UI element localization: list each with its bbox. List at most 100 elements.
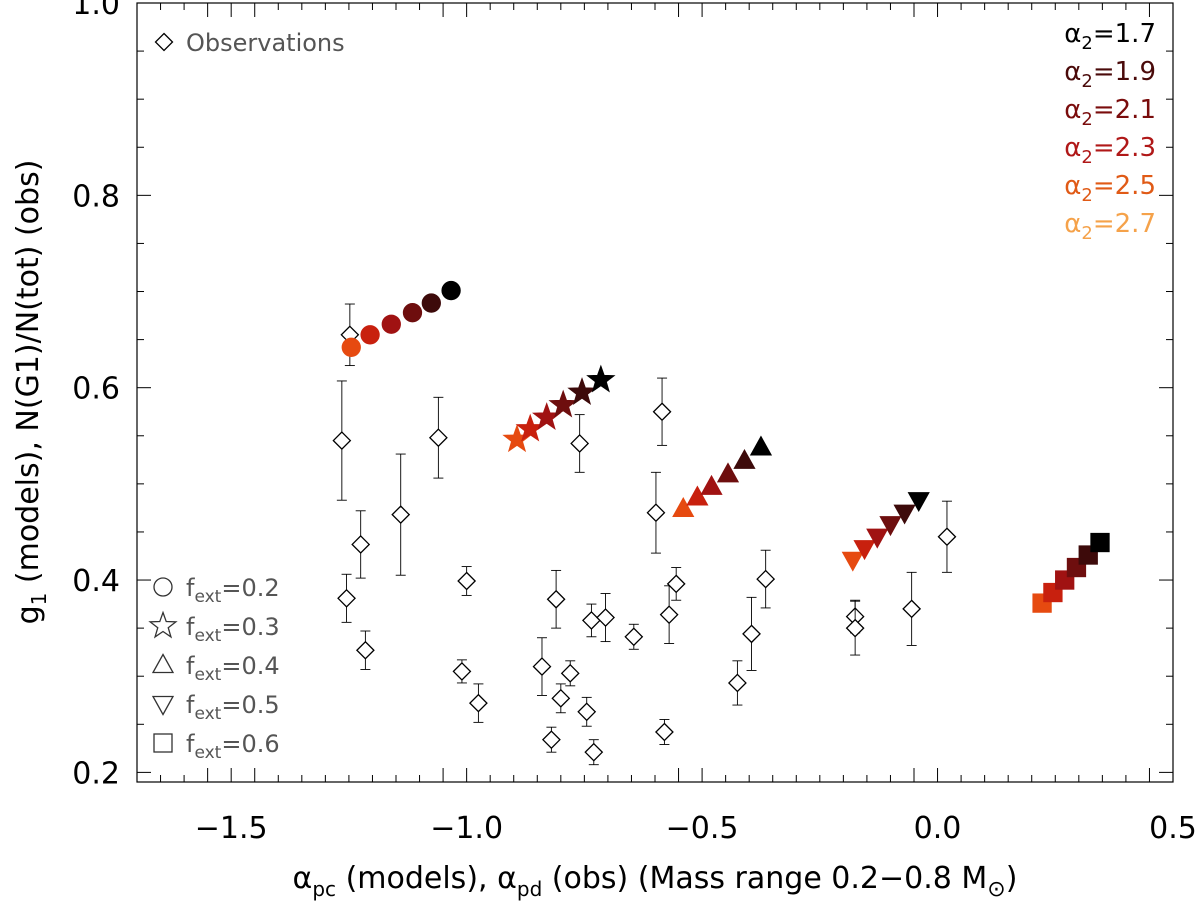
y-tick-label: 1.0: [72, 0, 120, 22]
observation-marker: [845, 618, 865, 638]
observation-point: [596, 593, 615, 643]
observation-point: [546, 569, 566, 629]
fext-legend-label: fext=0.4: [186, 652, 280, 685]
observation-point: [727, 660, 747, 706]
model-point: [360, 325, 380, 345]
model-series-triangle-up: [672, 435, 773, 518]
axis-ticks: [136, 2, 1174, 782]
model-point: [567, 377, 597, 405]
model-series-triangle-down: [841, 492, 930, 572]
observation-marker: [457, 571, 477, 591]
model-point: [749, 435, 773, 456]
model-series-square: [1032, 532, 1110, 613]
observation-marker: [546, 589, 566, 609]
observation-marker: [582, 611, 601, 630]
model-point: [879, 516, 902, 537]
model-point: [672, 497, 695, 518]
model-point: [441, 280, 461, 301]
observation-marker: [452, 661, 472, 681]
observation-point: [391, 453, 411, 576]
fext-legend-label: fext=0.3: [186, 613, 280, 646]
y-tick-label: 0.6: [72, 372, 120, 407]
model-point: [381, 314, 401, 334]
observation-point: [624, 623, 644, 650]
observation-point: [577, 696, 597, 727]
alpha-legend-entry: α2=2.7: [1064, 209, 1156, 244]
fext-legend-marker: [151, 695, 175, 716]
alpha-legend-entry: α2=2.1: [1064, 95, 1156, 130]
observation-marker: [428, 428, 448, 448]
model-point: [716, 462, 740, 483]
model-point: [853, 540, 876, 561]
observation-point: [742, 596, 761, 671]
observation-marker: [902, 599, 922, 619]
model-point: [586, 364, 616, 393]
model-point: [341, 337, 361, 357]
axis-titles: αpc (models), αpd (obs) (Mass range 0.2−…: [11, 160, 1017, 902]
plot-area-border: [136, 2, 1174, 783]
observation-marker: [560, 663, 580, 683]
model-point: [1090, 532, 1110, 553]
fext-legend-marker: [153, 733, 173, 753]
fext-legend-marker: [153, 577, 173, 597]
observation-marker: [624, 627, 644, 647]
observation-marker: [596, 608, 615, 627]
model-point: [893, 504, 916, 525]
fext-legend-marker: [148, 610, 178, 639]
observation-point: [756, 549, 776, 609]
observation-marker: [659, 605, 679, 625]
observation-marker: [584, 742, 604, 762]
model-series-circle: [341, 280, 461, 357]
observation-point: [551, 683, 571, 714]
observations-legend-label: Observations: [186, 29, 345, 57]
observation-point: [337, 573, 356, 623]
model-point: [841, 551, 864, 572]
model-point: [866, 528, 889, 549]
observation-marker: [551, 688, 571, 708]
model-point: [548, 389, 578, 418]
observation-point: [457, 566, 477, 596]
observation-point: [845, 600, 865, 656]
x-tick-label: −1.5: [195, 811, 268, 846]
y-axis-label: g1 (models), N(G1)/N(tot) (obs): [11, 160, 51, 625]
observation-point: [584, 739, 604, 766]
fext-legend-label: fext=0.5: [186, 691, 280, 724]
observation-point: [355, 630, 375, 670]
observation-marker: [652, 402, 672, 422]
y-tick-label: 0.8: [72, 179, 120, 214]
observation-point: [646, 471, 666, 554]
observation-marker: [355, 640, 375, 660]
observation-point: [652, 377, 672, 446]
observation-series: [332, 303, 957, 766]
observation-marker: [541, 730, 561, 750]
y-tick-label: 0.2: [72, 756, 120, 791]
plot-frame: [136, 2, 1174, 783]
x-tick-label: −1.0: [430, 811, 503, 846]
observation-point: [937, 500, 957, 573]
observation-point: [351, 510, 371, 579]
x-tick-label: 0.5: [1149, 811, 1197, 846]
observation-marker: [937, 527, 957, 547]
alpha-legend-entry: α2=1.7: [1064, 19, 1156, 54]
model-series-star: [502, 364, 616, 453]
model-series: [341, 280, 1110, 613]
observation-marker: [742, 624, 761, 644]
observation-marker: [727, 673, 747, 693]
fext-legend-label: fext=0.2: [186, 574, 280, 607]
fext-legend-marker: [151, 653, 175, 674]
fext-legend-label: fext=0.6: [186, 730, 280, 763]
observation-marker: [332, 431, 352, 451]
model-point: [700, 474, 723, 495]
y-tick-label: 0.4: [72, 564, 120, 599]
alpha-legend-entry: α2=1.9: [1064, 57, 1156, 92]
observation-point: [532, 637, 552, 696]
observation-point: [659, 585, 679, 644]
x-tick-label: −0.5: [666, 811, 739, 846]
observation-point: [570, 414, 590, 473]
observations-legend-marker: [154, 32, 174, 52]
model-point: [686, 485, 709, 506]
observation-marker: [468, 693, 488, 713]
observation-point: [902, 571, 922, 646]
tick-labels: −1.5 −1.0 −0.5 0.0 0.5 0.2 0.4 0.6 0.8 1.0: [72, 0, 1197, 846]
